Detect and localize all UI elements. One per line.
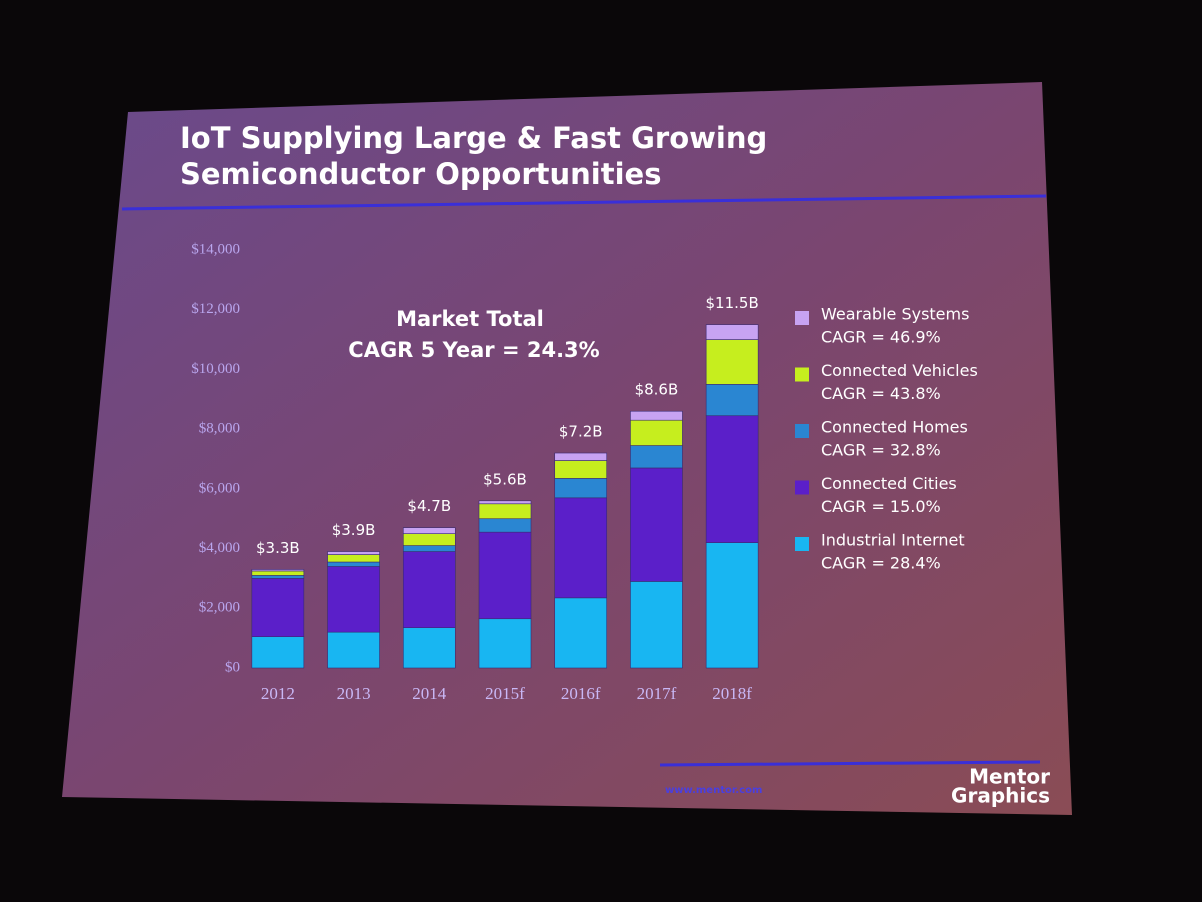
legend-label: Industrial Internet	[821, 531, 965, 550]
total-label: $3.9B	[332, 521, 376, 539]
bar-segment	[251, 636, 305, 669]
logo: Graphics	[951, 784, 1050, 808]
annotation: Market Total	[396, 307, 544, 331]
bar-segment	[630, 445, 683, 469]
bar-segment	[554, 478, 608, 499]
legend-swatch	[795, 537, 809, 551]
bar-segment	[630, 467, 683, 582]
bar-segment	[402, 527, 456, 534]
bar-segment	[705, 415, 759, 543]
total-label: $3.3B	[256, 539, 300, 557]
y-tick-label: $12,000	[191, 301, 240, 317]
bar-segment	[554, 460, 608, 479]
footer-url: www.mentor.com	[665, 785, 762, 796]
bar-segment	[705, 339, 759, 385]
legend-label: Connected Homes	[821, 418, 968, 437]
x-tick-label: 2015f	[485, 684, 525, 703]
legend-swatch	[795, 480, 809, 495]
bar-segment	[630, 410, 683, 421]
bar-segment	[251, 578, 305, 637]
legend-cagr: CAGR = 28.4%	[821, 554, 941, 573]
bar-segment	[327, 631, 380, 669]
legend-cagr: CAGR = 43.8%	[821, 384, 941, 403]
x-tick-label: 2016f	[561, 684, 601, 703]
x-tick-label: 2018f	[712, 684, 752, 703]
legend-swatch	[795, 367, 809, 382]
bar-segment	[705, 384, 759, 417]
bar-segment	[478, 518, 532, 533]
legend-cagr: CAGR = 15.0%	[821, 497, 941, 516]
logo: Mentor	[969, 765, 1050, 789]
bar-segment	[327, 551, 380, 555]
y-tick-label: $4,000	[199, 540, 240, 556]
bar-segment	[554, 497, 608, 599]
legend-label: Wearable Systems	[821, 305, 969, 324]
bar-segment	[478, 618, 532, 669]
legend-swatch	[795, 424, 809, 438]
chart-title: IoT Supplying Large & Fast Growing	[180, 121, 767, 155]
bar-segment	[327, 566, 380, 633]
footer-rule	[659, 760, 1041, 767]
total-label: $7.2B	[559, 423, 603, 441]
bar-segment	[402, 627, 456, 669]
y-tick-label: $2,000	[199, 600, 240, 616]
x-tick-label: 2012	[261, 684, 295, 703]
legend-label: Connected Vehicles	[821, 361, 978, 380]
y-tick-label: $14,000	[191, 241, 240, 257]
total-label: $11.5B	[706, 294, 759, 312]
legend-cagr: CAGR = 46.9%	[821, 328, 941, 347]
bar-segment	[478, 503, 532, 520]
bar-segment	[327, 554, 380, 563]
chart-title: Semiconductor Opportunities	[180, 157, 661, 191]
total-label: $4.7B	[407, 497, 451, 515]
bar-segment	[402, 545, 456, 552]
bar-segment	[554, 597, 608, 669]
bar-segment	[327, 561, 380, 567]
bar-segment	[705, 324, 759, 340]
legend-cagr: CAGR = 32.8%	[821, 441, 941, 460]
bar-segment	[630, 581, 683, 669]
y-tick-label: $8,000	[199, 421, 240, 437]
slide	[62, 82, 1072, 815]
annotation: CAGR 5 Year = 24.3%	[348, 338, 599, 362]
bar-segment	[251, 569, 305, 572]
bar-segment	[630, 419, 683, 446]
title-rule	[121, 194, 1047, 211]
legend-swatch	[795, 311, 809, 325]
bar-segment	[402, 533, 456, 546]
y-tick-label: $10,000	[191, 361, 240, 377]
bar-segment	[478, 531, 532, 620]
y-tick-label: $0	[225, 659, 240, 675]
bar-segment	[705, 542, 759, 669]
legend-label: Connected Cities	[821, 474, 957, 493]
total-label: $8.6B	[635, 381, 679, 399]
bar-segment	[402, 551, 456, 628]
bar-segment	[478, 500, 532, 505]
x-tick-label: 2013	[337, 684, 371, 703]
total-label: $5.6B	[483, 470, 527, 488]
bar-segment	[554, 452, 608, 461]
bar-segment	[251, 570, 305, 576]
bar-segment	[251, 575, 305, 579]
y-tick-label: $6,000	[199, 480, 240, 496]
x-tick-label: 2014	[412, 684, 447, 703]
x-tick-label: 2017f	[637, 684, 677, 703]
